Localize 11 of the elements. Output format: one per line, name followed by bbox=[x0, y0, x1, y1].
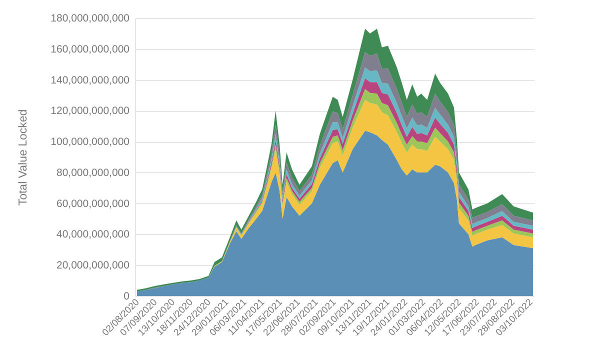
y-tick-label: 40,000,000,000 bbox=[56, 228, 130, 241]
y-tick-label: 60,000,000,000 bbox=[56, 198, 130, 210]
y-tick-label: 80,000,000,000 bbox=[56, 166, 130, 179]
y-axis-title: Total Value Locked bbox=[18, 109, 30, 206]
y-tick-label: 140,000,000,000 bbox=[50, 74, 130, 86]
y-tick-label: 180,000,000,000 bbox=[50, 12, 130, 24]
y-tick-label: 120,000,000,000 bbox=[50, 105, 130, 118]
y-tick-label: 20,000,000,000 bbox=[56, 260, 130, 272]
y-tick-label: 100,000,000,000 bbox=[50, 136, 130, 148]
y-tick-label: 160,000,000,000 bbox=[50, 43, 130, 56]
y-tick-label: 0 bbox=[124, 290, 130, 302]
